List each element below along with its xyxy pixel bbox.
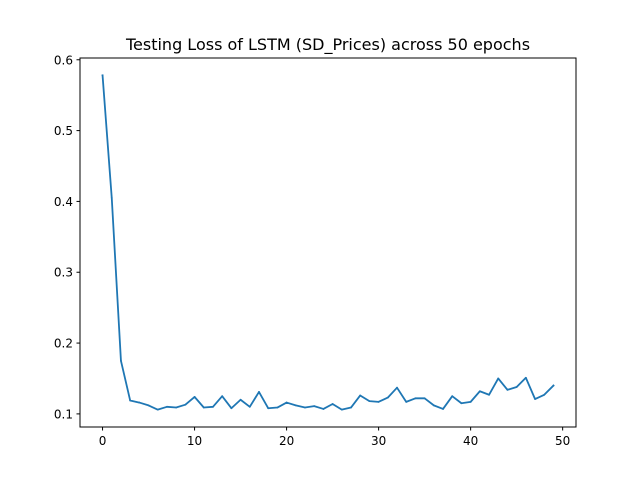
data-point — [386, 396, 389, 399]
series-line — [101, 74, 555, 411]
data-point — [267, 407, 270, 410]
data-point — [175, 406, 178, 409]
data-point — [304, 406, 306, 409]
data-point — [368, 400, 371, 403]
x-axis: 0 10 20 30 40 50 — [99, 427, 570, 448]
data-point — [377, 400, 380, 403]
data-point — [442, 408, 444, 410]
data-point — [350, 406, 352, 409]
data-point — [331, 403, 334, 405]
y-axis: 0.1 0.2 0.3 0.4 0.5 0.6 — [54, 53, 80, 421]
data-point — [405, 400, 408, 403]
data-point — [552, 384, 555, 387]
data-point — [488, 393, 490, 396]
data-point — [258, 391, 260, 393]
data-point — [423, 397, 426, 400]
data-point — [156, 408, 159, 411]
x-tick-label: 40 — [463, 434, 478, 448]
data-point — [166, 405, 168, 408]
data-point — [239, 398, 242, 401]
y-tick-label: 0.4 — [54, 195, 73, 209]
data-point — [221, 395, 224, 398]
y-tick-label: 0.5 — [54, 124, 73, 138]
data-point — [110, 196, 113, 199]
y-tick-label: 0.1 — [54, 407, 73, 421]
data-point — [524, 376, 527, 379]
y-tick-label: 0.3 — [54, 266, 73, 280]
data-point — [396, 386, 398, 389]
data-point — [543, 393, 546, 396]
x-tick-label: 50 — [555, 434, 570, 448]
data-point — [432, 404, 435, 407]
data-point — [184, 403, 187, 406]
plot-area — [79, 57, 577, 428]
data-point — [294, 404, 297, 407]
data-point — [414, 397, 417, 400]
data-point — [212, 405, 214, 408]
data-point — [534, 398, 536, 400]
y-tick-label: 0.2 — [54, 337, 73, 351]
data-point — [138, 401, 141, 404]
data-point — [193, 396, 196, 398]
data-point — [478, 390, 481, 393]
data-point — [322, 408, 325, 410]
data-point — [497, 377, 500, 380]
data-point — [202, 406, 205, 409]
x-tick-label: 20 — [279, 434, 294, 448]
x-tick-label: 30 — [371, 434, 386, 448]
series-layer — [101, 74, 555, 411]
data-point — [313, 405, 316, 408]
data-point — [120, 359, 122, 362]
x-tick-label: 10 — [187, 434, 202, 448]
data-point — [460, 402, 463, 405]
data-point — [101, 74, 104, 77]
data-point — [340, 408, 343, 411]
data-point — [506, 388, 509, 391]
data-point — [129, 399, 132, 402]
chart-title: Testing Loss of LSTM (SD_Prices) across … — [125, 35, 530, 55]
data-point — [276, 406, 279, 409]
data-point — [359, 394, 362, 397]
data-point — [515, 386, 518, 388]
data-point — [451, 395, 454, 398]
data-point — [147, 404, 150, 407]
data-point — [285, 401, 288, 404]
x-tick-label: 0 — [99, 434, 107, 448]
data-point — [469, 400, 472, 403]
data-point — [230, 407, 233, 410]
y-tick-label: 0.6 — [54, 53, 73, 67]
data-point — [248, 405, 251, 408]
